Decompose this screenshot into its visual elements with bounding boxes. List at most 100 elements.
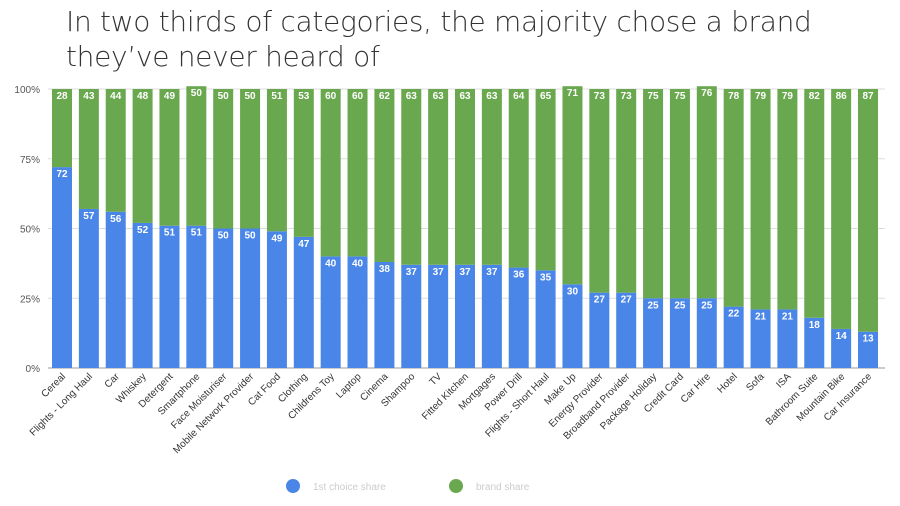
- data-label: 25: [701, 300, 713, 311]
- bar-brand-share: [428, 89, 449, 265]
- data-label: 72: [56, 169, 68, 180]
- x-tick-label: TV: [427, 371, 444, 388]
- bar-brand-share: [696, 86, 717, 299]
- bar-first-choice: [723, 306, 744, 368]
- bar-brand-share: [616, 89, 637, 293]
- bar-brand-share: [777, 89, 798, 310]
- bar-brand-share: [455, 89, 475, 265]
- bar-brand-share: [804, 89, 825, 318]
- bar-brand-share: [374, 89, 395, 262]
- data-label: 87: [862, 91, 874, 102]
- bar-brand-share: [508, 89, 529, 268]
- bar-first-choice: [78, 208, 99, 368]
- bar-first-choice: [428, 264, 449, 368]
- data-label: 40: [352, 258, 364, 269]
- data-label: 57: [83, 211, 95, 222]
- bar-first-choice: [508, 267, 529, 368]
- data-label: 50: [218, 91, 230, 102]
- x-tick-label: ISA: [774, 371, 793, 390]
- data-label: 51: [191, 228, 203, 239]
- data-label: 79: [755, 91, 767, 102]
- data-label: 27: [594, 295, 606, 306]
- bar-brand-share: [831, 89, 852, 329]
- bar-brand-share: [401, 89, 422, 265]
- data-label: 37: [406, 267, 418, 278]
- data-label: 49: [271, 233, 283, 244]
- bar-brand-share: [293, 89, 314, 237]
- data-label: 63: [486, 91, 498, 102]
- bar-brand-share: [750, 89, 771, 310]
- data-label: 21: [755, 311, 767, 322]
- data-label: 37: [486, 267, 498, 278]
- y-tick-label: 100%: [14, 85, 40, 96]
- data-label: 30: [567, 286, 579, 297]
- bar-first-choice: [240, 228, 261, 368]
- bar-first-choice: [186, 225, 207, 368]
- y-tick-label: 0%: [26, 364, 41, 375]
- bar-brand-share: [52, 89, 72, 168]
- bar-brand-share: [723, 89, 744, 307]
- data-label: 51: [271, 91, 283, 102]
- bar-first-choice: [562, 284, 583, 368]
- bar-brand-share: [240, 89, 261, 229]
- bar-first-choice: [374, 261, 395, 368]
- data-label: 82: [809, 91, 821, 102]
- data-label: 47: [298, 239, 310, 250]
- data-label: 21: [782, 311, 794, 322]
- legend-label: 1st choice share: [313, 482, 386, 493]
- bar-first-choice: [643, 298, 664, 368]
- data-label: 75: [648, 91, 660, 102]
- bar-brand-share: [78, 89, 99, 209]
- data-label: 73: [594, 91, 606, 102]
- data-label: 63: [459, 91, 471, 102]
- data-label: 37: [433, 267, 445, 278]
- data-label: 60: [352, 91, 364, 102]
- data-label: 64: [513, 91, 525, 102]
- bar-first-choice: [616, 292, 637, 368]
- data-label: 37: [459, 267, 471, 278]
- x-tick-label: Sofa: [744, 371, 767, 394]
- y-tick-label: 50%: [20, 225, 40, 236]
- bar-brand-share: [562, 86, 583, 285]
- data-label: 25: [674, 300, 686, 311]
- data-label: 63: [406, 91, 418, 102]
- data-label: 73: [621, 91, 633, 102]
- bar-first-choice: [804, 317, 825, 368]
- x-tick-label: Car Insurance: [822, 371, 874, 423]
- data-label: 56: [110, 214, 122, 225]
- data-label: 52: [137, 225, 149, 236]
- bar-first-choice: [858, 331, 878, 368]
- data-label: 75: [674, 91, 686, 102]
- data-label: 60: [325, 91, 337, 102]
- bar-brand-share: [213, 89, 234, 229]
- data-label: 40: [325, 258, 337, 269]
- data-label: 76: [701, 88, 713, 99]
- data-label: 51: [164, 228, 176, 239]
- x-tick-label: Car Hire: [679, 371, 713, 405]
- bar-first-choice: [159, 225, 180, 368]
- data-label: 49: [164, 91, 176, 102]
- data-label: 22: [728, 309, 740, 320]
- data-label: 36: [513, 270, 525, 281]
- data-label: 50: [218, 231, 230, 242]
- data-label: 13: [862, 334, 874, 345]
- data-label: 63: [433, 91, 445, 102]
- bar-first-choice: [52, 167, 72, 368]
- bar-first-choice: [777, 309, 798, 368]
- data-label: 25: [648, 300, 660, 311]
- bar-brand-share: [481, 89, 502, 265]
- data-label: 28: [56, 91, 68, 102]
- bar-first-choice: [105, 211, 126, 368]
- data-label: 78: [728, 91, 740, 102]
- bar-first-choice: [669, 298, 690, 368]
- bar-brand-share: [347, 89, 368, 257]
- chart-title: In two thirds of categories, the majorit…: [66, 5, 812, 73]
- bar-first-choice: [481, 264, 502, 368]
- bar-brand-share: [266, 89, 287, 232]
- bar-brand-share: [159, 89, 180, 226]
- bar-first-choice: [266, 231, 287, 368]
- data-label: 79: [782, 91, 794, 102]
- data-label: 35: [540, 272, 552, 283]
- bar-brand-share: [535, 89, 556, 271]
